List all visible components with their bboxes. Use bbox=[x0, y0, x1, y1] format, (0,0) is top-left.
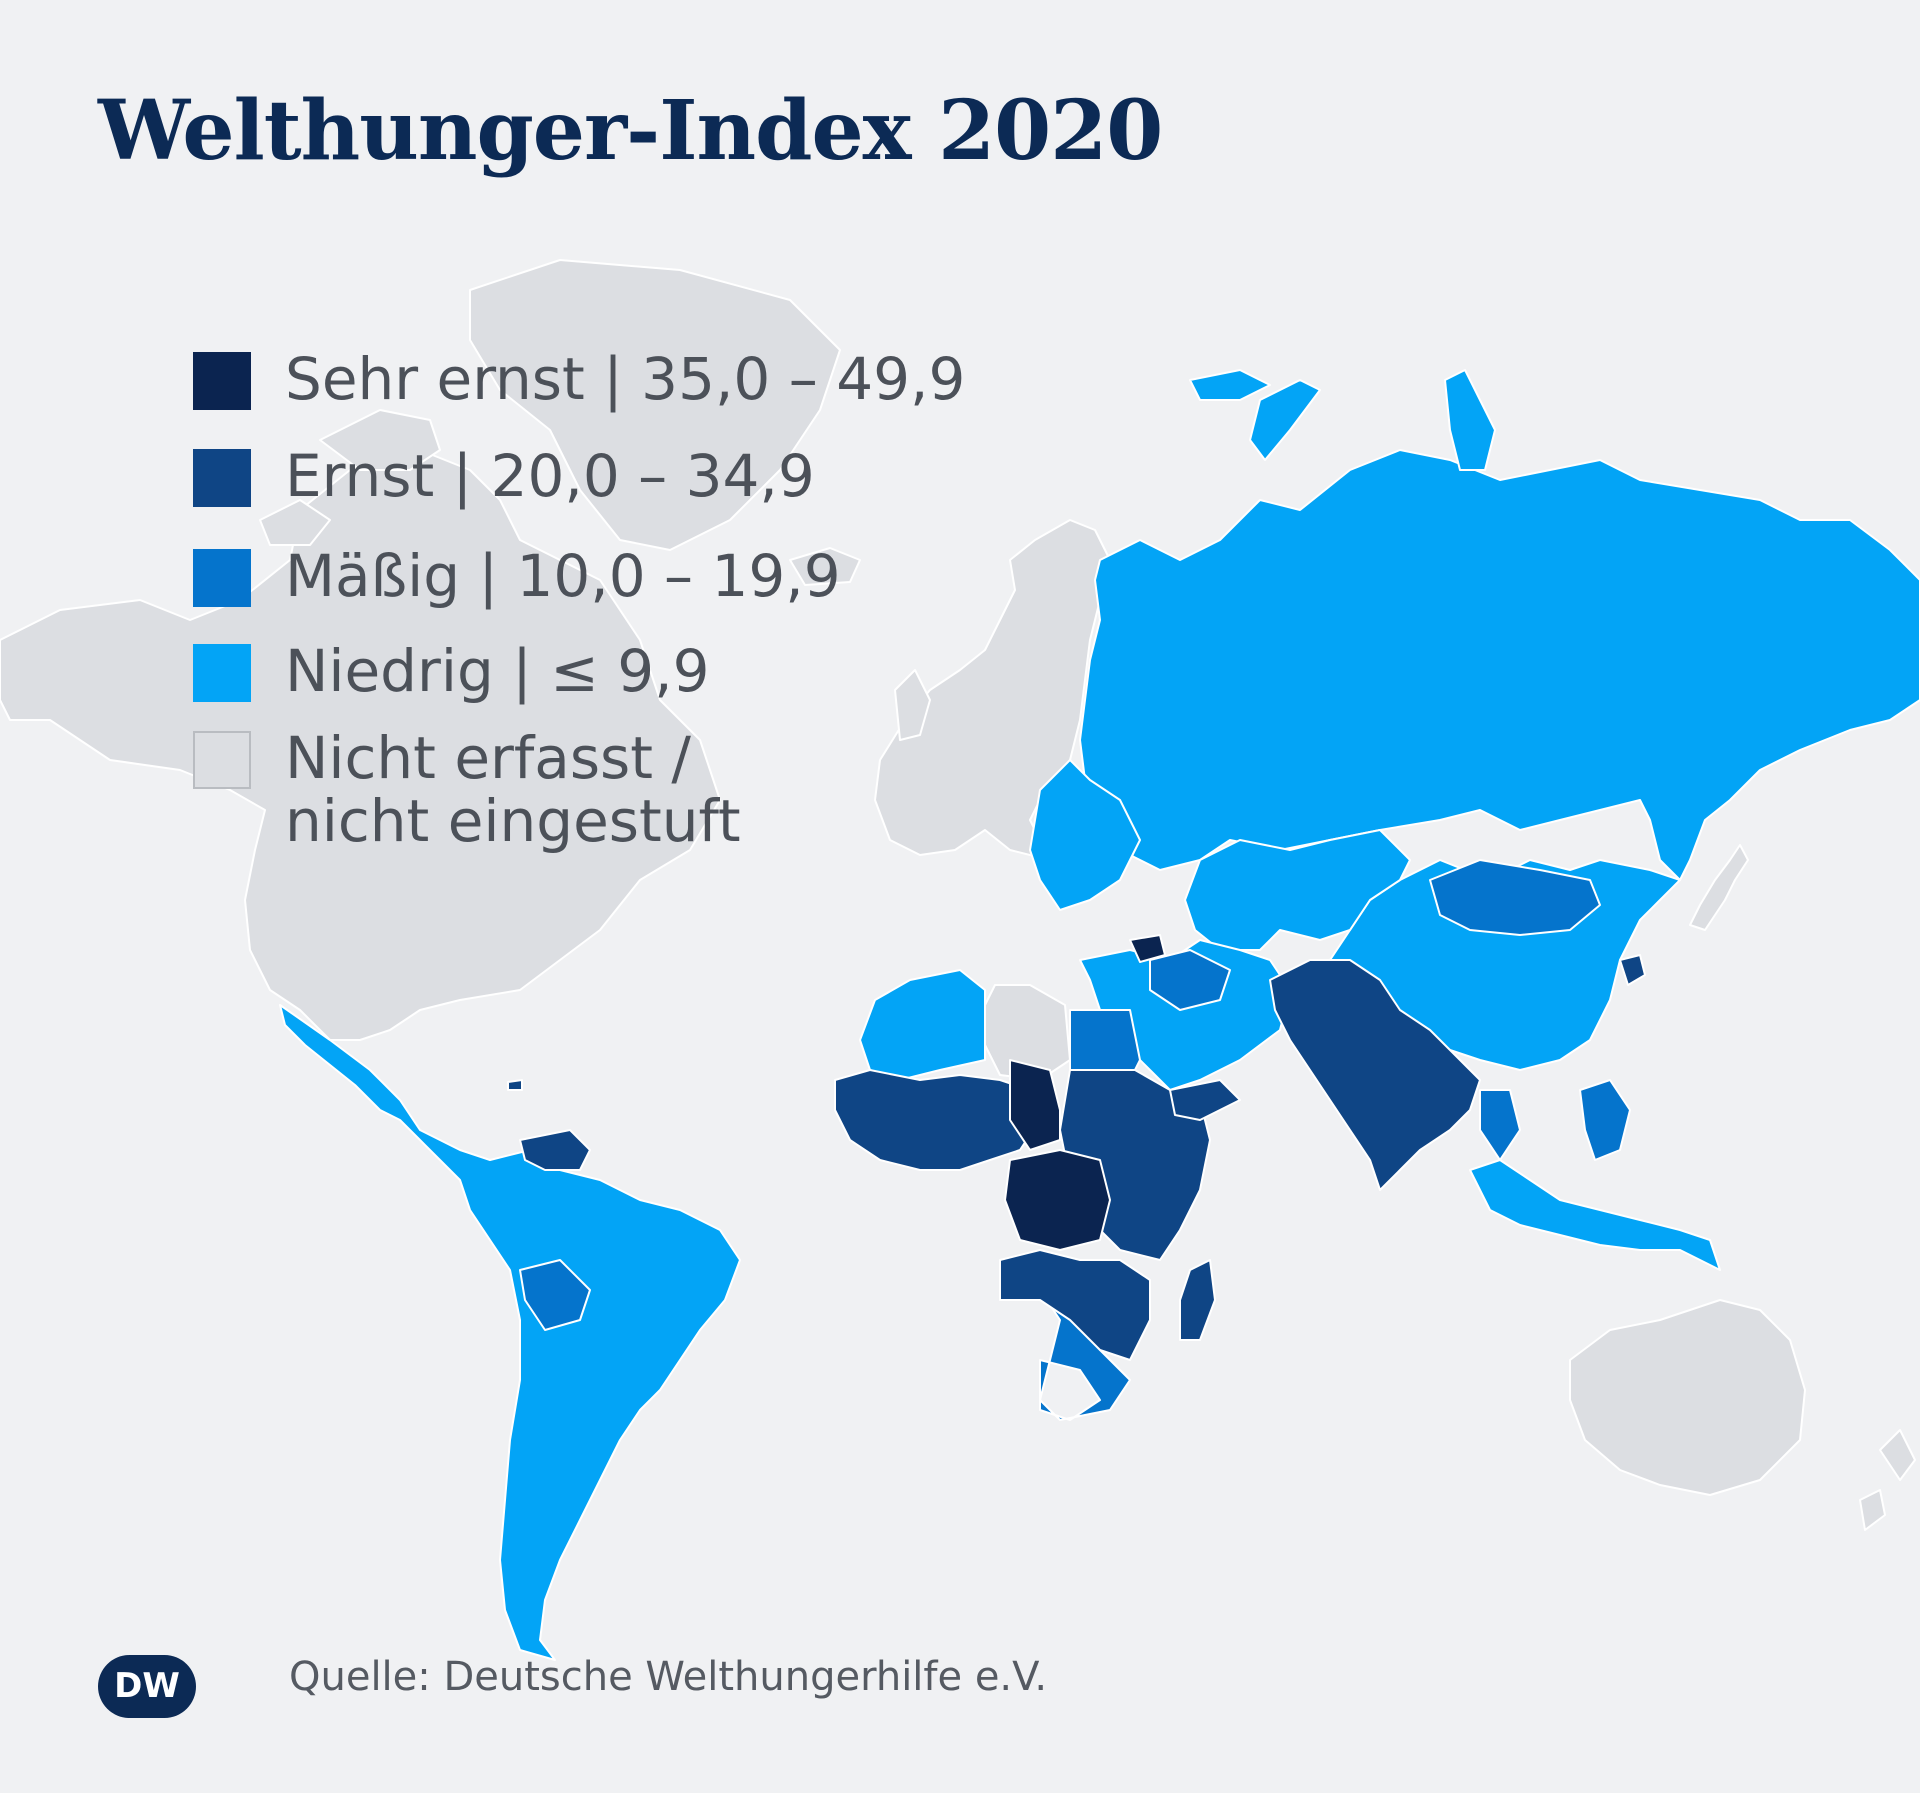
region-eastern-europe bbox=[1029, 759, 1141, 911]
region-bolivia bbox=[519, 1259, 591, 1331]
region-west-africa bbox=[834, 1069, 1041, 1171]
region-greenland bbox=[469, 259, 841, 551]
legend-label-ernst: Ernst | 20,0 – 34,9 bbox=[285, 442, 815, 510]
region-chad bbox=[1009, 1059, 1061, 1151]
region-middle-east-moderate bbox=[1149, 949, 1231, 1011]
dw-logo-shape bbox=[98, 1655, 196, 1718]
region-iceland bbox=[789, 547, 861, 586]
source-note: Quelle: Deutsche Welthungerhilfe e.V. bbox=[289, 1654, 1048, 1700]
region-haiti bbox=[507, 1079, 523, 1091]
region-australia bbox=[1569, 1299, 1806, 1496]
region-mongolia bbox=[1429, 859, 1601, 936]
legend-label-maessig: Mäßig | 10,0 – 19,9 bbox=[285, 542, 841, 610]
region-novaya-zemlya bbox=[1249, 379, 1321, 461]
region-uk bbox=[894, 669, 931, 741]
region-japan bbox=[1689, 844, 1749, 931]
region-russia bbox=[1079, 449, 1920, 881]
legend-swatch-nicht-erfasst bbox=[193, 731, 251, 789]
dw-logo-text: DW bbox=[114, 1666, 180, 1706]
region-southeast-asia-south bbox=[1469, 1159, 1721, 1271]
legend-swatch-niedrig bbox=[193, 644, 251, 702]
legend-swatch-maessig bbox=[193, 549, 251, 607]
legend-swatch-ernst bbox=[193, 449, 251, 507]
region-syria bbox=[1129, 934, 1166, 963]
region-venezuela bbox=[519, 1129, 591, 1171]
region-europe bbox=[874, 519, 1111, 861]
page-title: Welthunger-Index 2020 bbox=[98, 83, 1163, 179]
region-south-asia bbox=[1269, 959, 1481, 1191]
region-madagascar bbox=[1179, 1259, 1216, 1341]
region-egypt bbox=[1069, 1009, 1141, 1071]
region-southeast-asia-moderate bbox=[1479, 1079, 1631, 1161]
legend-label-nicht-erfasst: Nicht erfasst / nicht eingestuft bbox=[285, 724, 741, 855]
region-north-korea bbox=[1619, 954, 1646, 986]
region-north-america bbox=[0, 449, 721, 1041]
region-arctic-archipelago bbox=[1189, 369, 1496, 471]
region-latin-america bbox=[279, 1004, 741, 1661]
legend-label-sehr-ernst: Sehr ernst | 35,0 – 49,9 bbox=[285, 345, 966, 413]
region-southern-africa-serious bbox=[999, 1249, 1151, 1361]
region-yemen bbox=[1169, 1079, 1241, 1121]
legend-label-niedrig: Niedrig | ≤ 9,9 bbox=[285, 637, 710, 705]
dw-logo: DW bbox=[97, 1654, 197, 1719]
legend-swatch-sehr-ernst bbox=[193, 352, 251, 410]
region-arctic-islands bbox=[259, 409, 441, 546]
region-central-africa bbox=[1004, 1149, 1111, 1251]
region-new-zealand bbox=[1859, 1429, 1916, 1531]
region-central-asia bbox=[1184, 829, 1411, 951]
